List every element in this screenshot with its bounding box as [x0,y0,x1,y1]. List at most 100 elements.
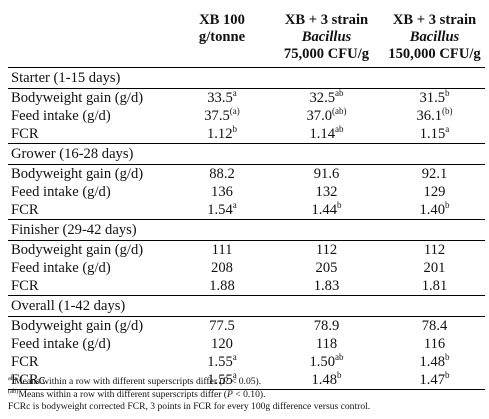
value-cell: 132 [269,183,384,201]
significance-superscript: a [445,124,450,134]
row-label: FCR [11,278,39,294]
header-col1-line1: XB 100 [199,12,245,28]
table-row: Feed intake (g/d) 208 205 201 [8,259,485,277]
cell-value: 1.44 [311,202,338,218]
header-col3-line1: XB + 3 strain [392,12,477,28]
cell-value: 31.5 [419,90,446,106]
value-cell: 1.83 [269,277,384,296]
table-row: Bodyweight gain (g/d) 33.5a 32.5ab 31.5b [8,89,485,108]
table-row: FCRc 1.55a 1.48b 1.47b [8,371,485,390]
row-label: Feed intake (g/d) [11,108,111,124]
value-cell: 1.14ab [269,125,384,144]
table-row: Bodyweight gain (g/d) 88.2 91.6 92.1 [8,165,485,184]
header-col2-line2: Bacillus [301,29,352,45]
footnote-p-symbol: P [222,376,229,387]
cell-value: 1.47 [419,372,446,388]
value-cell: 111 [175,241,269,260]
footnote-p005: abMeans within a row with different supe… [8,375,485,389]
row-label: FCR [11,354,39,370]
significance-superscript: a [232,88,237,98]
value-cell: 88.2 [175,165,269,184]
cell-value: 91.6 [313,166,340,182]
value-cell: 36.1(b) [384,107,485,125]
cell-value: 205 [315,260,338,276]
cell-value: 112 [423,242,446,258]
value-cell: 112 [269,241,384,260]
cell-value: 1.12 [206,126,233,142]
cell-value: 1.55 [207,372,233,388]
cell-value: 1.48 [311,372,338,388]
section-header-row: Finisher (29-42 days) [8,219,485,241]
value-cell: 37.0(ab) [269,107,384,125]
significance-superscript: b [445,352,450,362]
table-row: Bodyweight gain (g/d) 77.5 78.9 78.4 [8,317,485,336]
cell-value: 201 [423,260,446,276]
cell-value: 116 [423,336,446,352]
significance-superscript: b [337,370,342,380]
cell-value: 1.54 [207,202,233,218]
value-cell: 136 [175,183,269,201]
value-cell: 205 [269,259,384,277]
significance-superscript: b [232,124,238,134]
header-col3-line3: 150,000 CFU/g [388,46,481,62]
significance-superscript: (a) [229,106,240,116]
cell-value: 111 [211,242,233,258]
cell-value: 88.2 [209,166,235,182]
cell-value: 1.50 [309,354,336,370]
section-title: Starter (1-15 days) [8,67,485,89]
value-cell: 1.54a [175,201,269,220]
footnotes: abMeans within a row with different supe… [8,375,485,414]
cell-value: 112 [315,242,338,258]
value-cell: 118 [269,335,384,353]
table-row: Feed intake (g/d) 37.5(a) 37.0(ab) 36.1(b) [8,107,485,125]
footnote-text: Means within a row with different supers… [18,388,227,400]
footnote-p-symbol: P [227,388,233,400]
row-label: Bodyweight gain (g/d) [11,166,144,182]
value-cell: 1.81 [384,277,485,296]
table-row: FCR 1.54a 1.44b 1.40b [8,201,485,220]
value-cell: 116 [384,335,485,353]
cell-value: 78.4 [421,318,448,334]
value-cell: 92.1 [384,165,485,184]
row-label: Bodyweight gain (g/d) [11,242,144,258]
row-label: Feed intake (g/d) [11,184,111,200]
cell-value: 136 [211,184,233,200]
results-table: XB 100 g/tonne XB + 3 strain Bacillus 75… [8,10,485,390]
cell-value: 208 [211,260,233,276]
row-label: FCR [11,202,39,218]
cell-value: 37.0 [306,108,333,124]
row-label: Feed intake (g/d) [11,336,111,352]
header-empty-cell [8,10,175,68]
value-cell: 1.12b [175,125,269,144]
significance-superscript: b [337,200,342,210]
footnote-mark: (ab) [8,387,19,395]
cell-value: 1.40 [419,202,446,218]
header-col-bacillus-150k: XB + 3 strain Bacillus 150,000 CFU/g [384,10,485,68]
value-cell: 1.48b [269,371,384,390]
section-title: Grower (16-28 days) [8,143,485,165]
significance-superscript: b [445,200,450,210]
cell-value: 36.1 [416,108,443,124]
footnote-threshold: < 0.10). [232,388,266,400]
row-label: Bodyweight gain (g/d) [11,90,144,106]
value-cell: 77.5 [175,317,269,336]
section-title: Overall (1-42 days) [8,295,485,317]
cell-value: 1.55 [207,354,233,370]
value-cell: 208 [175,259,269,277]
significance-superscript: ab [335,352,344,362]
table-row: FCR 1.12b 1.14ab 1.15a [8,125,485,144]
cell-value: 33.5 [207,90,233,106]
significance-superscript: ab [335,124,344,134]
cell-value: 1.14 [309,126,336,142]
significance-superscript: ab [335,88,344,98]
value-cell: 91.6 [269,165,384,184]
cell-value: 1.48 [419,354,446,370]
cell-value: 37.5 [204,108,230,124]
header-col2-line3: 75,000 CFU/g [283,46,370,62]
value-cell: 1.50ab [269,353,384,371]
value-cell: 112 [384,241,485,260]
header-col-xb100: XB 100 g/tonne [175,10,269,68]
cell-value: 118 [315,336,338,352]
table-row: Feed intake (g/d) 120 118 116 [8,335,485,353]
footnote-p010: (ab)Means within a row with different su… [8,387,485,402]
